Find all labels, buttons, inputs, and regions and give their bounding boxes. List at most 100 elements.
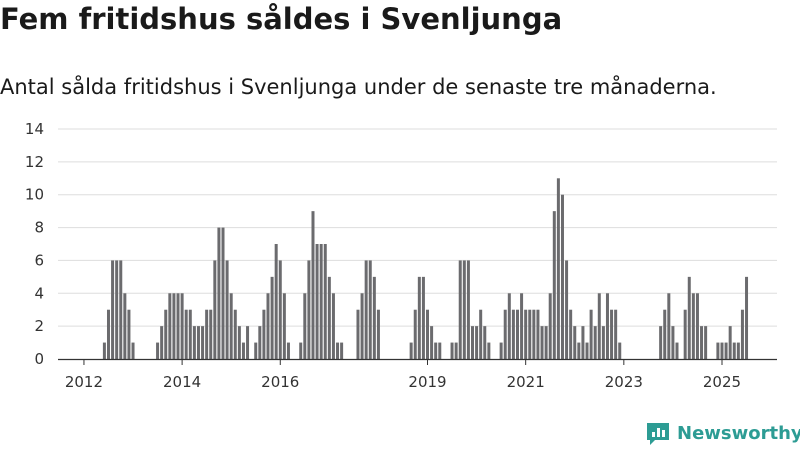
bar [106, 309, 110, 359]
bar [286, 342, 290, 359]
bar [700, 326, 704, 359]
bar [213, 260, 217, 359]
bar [205, 309, 209, 359]
bar [704, 326, 708, 359]
bar [196, 326, 200, 359]
bar [340, 342, 344, 359]
bar [123, 293, 127, 359]
bar [605, 293, 609, 359]
bar [740, 309, 744, 359]
bar [520, 293, 524, 359]
bar [258, 326, 262, 359]
bar [372, 276, 376, 359]
y-tick-label: 0 [34, 350, 44, 368]
bar [430, 326, 434, 359]
bar [499, 342, 503, 359]
bar [573, 326, 577, 359]
y-axis-ticks: 0 2 4 6 8 10 12 14 [25, 120, 44, 368]
bar [695, 293, 699, 359]
bar [307, 260, 311, 359]
bar [421, 276, 425, 359]
y-tick-label: 8 [34, 219, 44, 237]
y-tick-label: 6 [34, 251, 44, 269]
bar [569, 309, 573, 359]
bar [131, 342, 135, 359]
bar [471, 326, 474, 359]
bar [581, 326, 585, 359]
bar [311, 211, 315, 359]
bar [528, 309, 532, 359]
bar [184, 309, 188, 359]
bar [192, 326, 196, 359]
newsworthy-logo: Newsworthy [645, 420, 800, 446]
bar [503, 309, 507, 359]
bar [303, 293, 307, 359]
bar [548, 293, 552, 359]
bar [368, 260, 372, 359]
bar [536, 309, 540, 359]
x-tick-label: 2019 [408, 373, 446, 391]
annotation-label: 5 [746, 110, 756, 114]
bar [327, 276, 331, 359]
bar [507, 293, 511, 359]
bar [274, 244, 278, 359]
bar [515, 309, 519, 359]
bar [732, 342, 736, 359]
bar [610, 309, 614, 359]
bar [663, 309, 667, 359]
bar [315, 244, 319, 359]
bar [724, 342, 728, 359]
bar [577, 342, 581, 359]
bar [728, 326, 732, 359]
bar [176, 293, 180, 359]
bar [524, 309, 528, 359]
bar [618, 342, 622, 359]
bar [413, 309, 417, 359]
bar [376, 309, 380, 359]
bar [241, 342, 245, 359]
bar [278, 260, 282, 359]
bar [156, 342, 160, 359]
bar [164, 309, 168, 359]
bar [221, 227, 225, 359]
bar [589, 309, 593, 359]
x-tick-label: 2023 [605, 373, 643, 391]
bar [282, 293, 286, 359]
bar [659, 326, 663, 359]
y-tick-label: 14 [25, 120, 44, 138]
bar [229, 293, 233, 359]
bars [102, 178, 749, 359]
bar [102, 342, 106, 359]
bar [188, 309, 192, 359]
bar [745, 276, 749, 359]
bar [716, 342, 720, 359]
bar [593, 326, 597, 359]
bar [565, 260, 569, 359]
bar [160, 326, 164, 359]
bar [675, 342, 679, 359]
x-tick-label: 2025 [703, 373, 741, 391]
chart-subtitle: Antal sålda fritidshus i Svenljunga unde… [0, 75, 717, 99]
bar [475, 326, 479, 359]
bar [336, 342, 340, 359]
bar-chart: 0 2 4 6 8 10 12 14 2012 2014 2016 2019 2021 2023 2025… [25, 110, 777, 391]
bar [262, 309, 266, 359]
bar [585, 342, 589, 359]
bar [601, 326, 605, 359]
bar [119, 260, 123, 359]
bar [417, 276, 421, 359]
bar [462, 260, 466, 359]
newsworthy-icon [647, 423, 669, 445]
bar [511, 309, 515, 359]
annotation: 5 [746, 110, 756, 114]
bar [540, 326, 544, 359]
bar [450, 342, 454, 359]
x-tick-label: 2021 [507, 373, 545, 391]
bar [438, 342, 442, 359]
bar [127, 309, 131, 359]
bar [736, 342, 740, 359]
bar [454, 342, 458, 359]
y-tick-label: 12 [25, 153, 44, 171]
bar [556, 178, 560, 359]
bar [266, 293, 270, 359]
